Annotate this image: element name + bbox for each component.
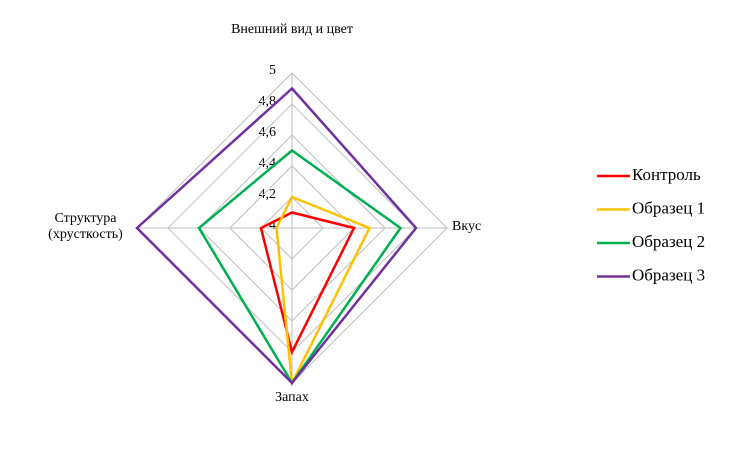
axis-label: Вкус [452,219,482,234]
series-line [259,211,356,356]
series-line [197,148,403,386]
tick-label: 4 [269,218,276,233]
axis-label: Внешний вид и цвет [231,22,353,37]
tick-label: 4,8 [259,94,277,109]
tick-label: 4,4 [259,156,277,171]
legend-label: Образец 2 [632,232,705,251]
axis-label: Структура (хрусткость) [48,211,123,242]
series-line [135,86,418,385]
tick-label: 4,2 [259,187,277,202]
tick-label: 5 [269,63,276,78]
tick-label: 4,6 [259,125,277,140]
legend-label: Контроль [632,165,701,184]
legend-label: Образец 1 [632,198,705,217]
legend-label: Образец 3 [632,265,705,284]
axis-label: Запах [275,390,309,405]
